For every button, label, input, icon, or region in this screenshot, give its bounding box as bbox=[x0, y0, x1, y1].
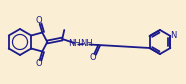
Text: O: O bbox=[90, 53, 97, 62]
Text: N: N bbox=[170, 30, 177, 39]
Text: NH: NH bbox=[68, 39, 81, 48]
Text: O: O bbox=[35, 16, 42, 25]
Text: O: O bbox=[35, 59, 42, 68]
Text: NH: NH bbox=[80, 39, 93, 48]
